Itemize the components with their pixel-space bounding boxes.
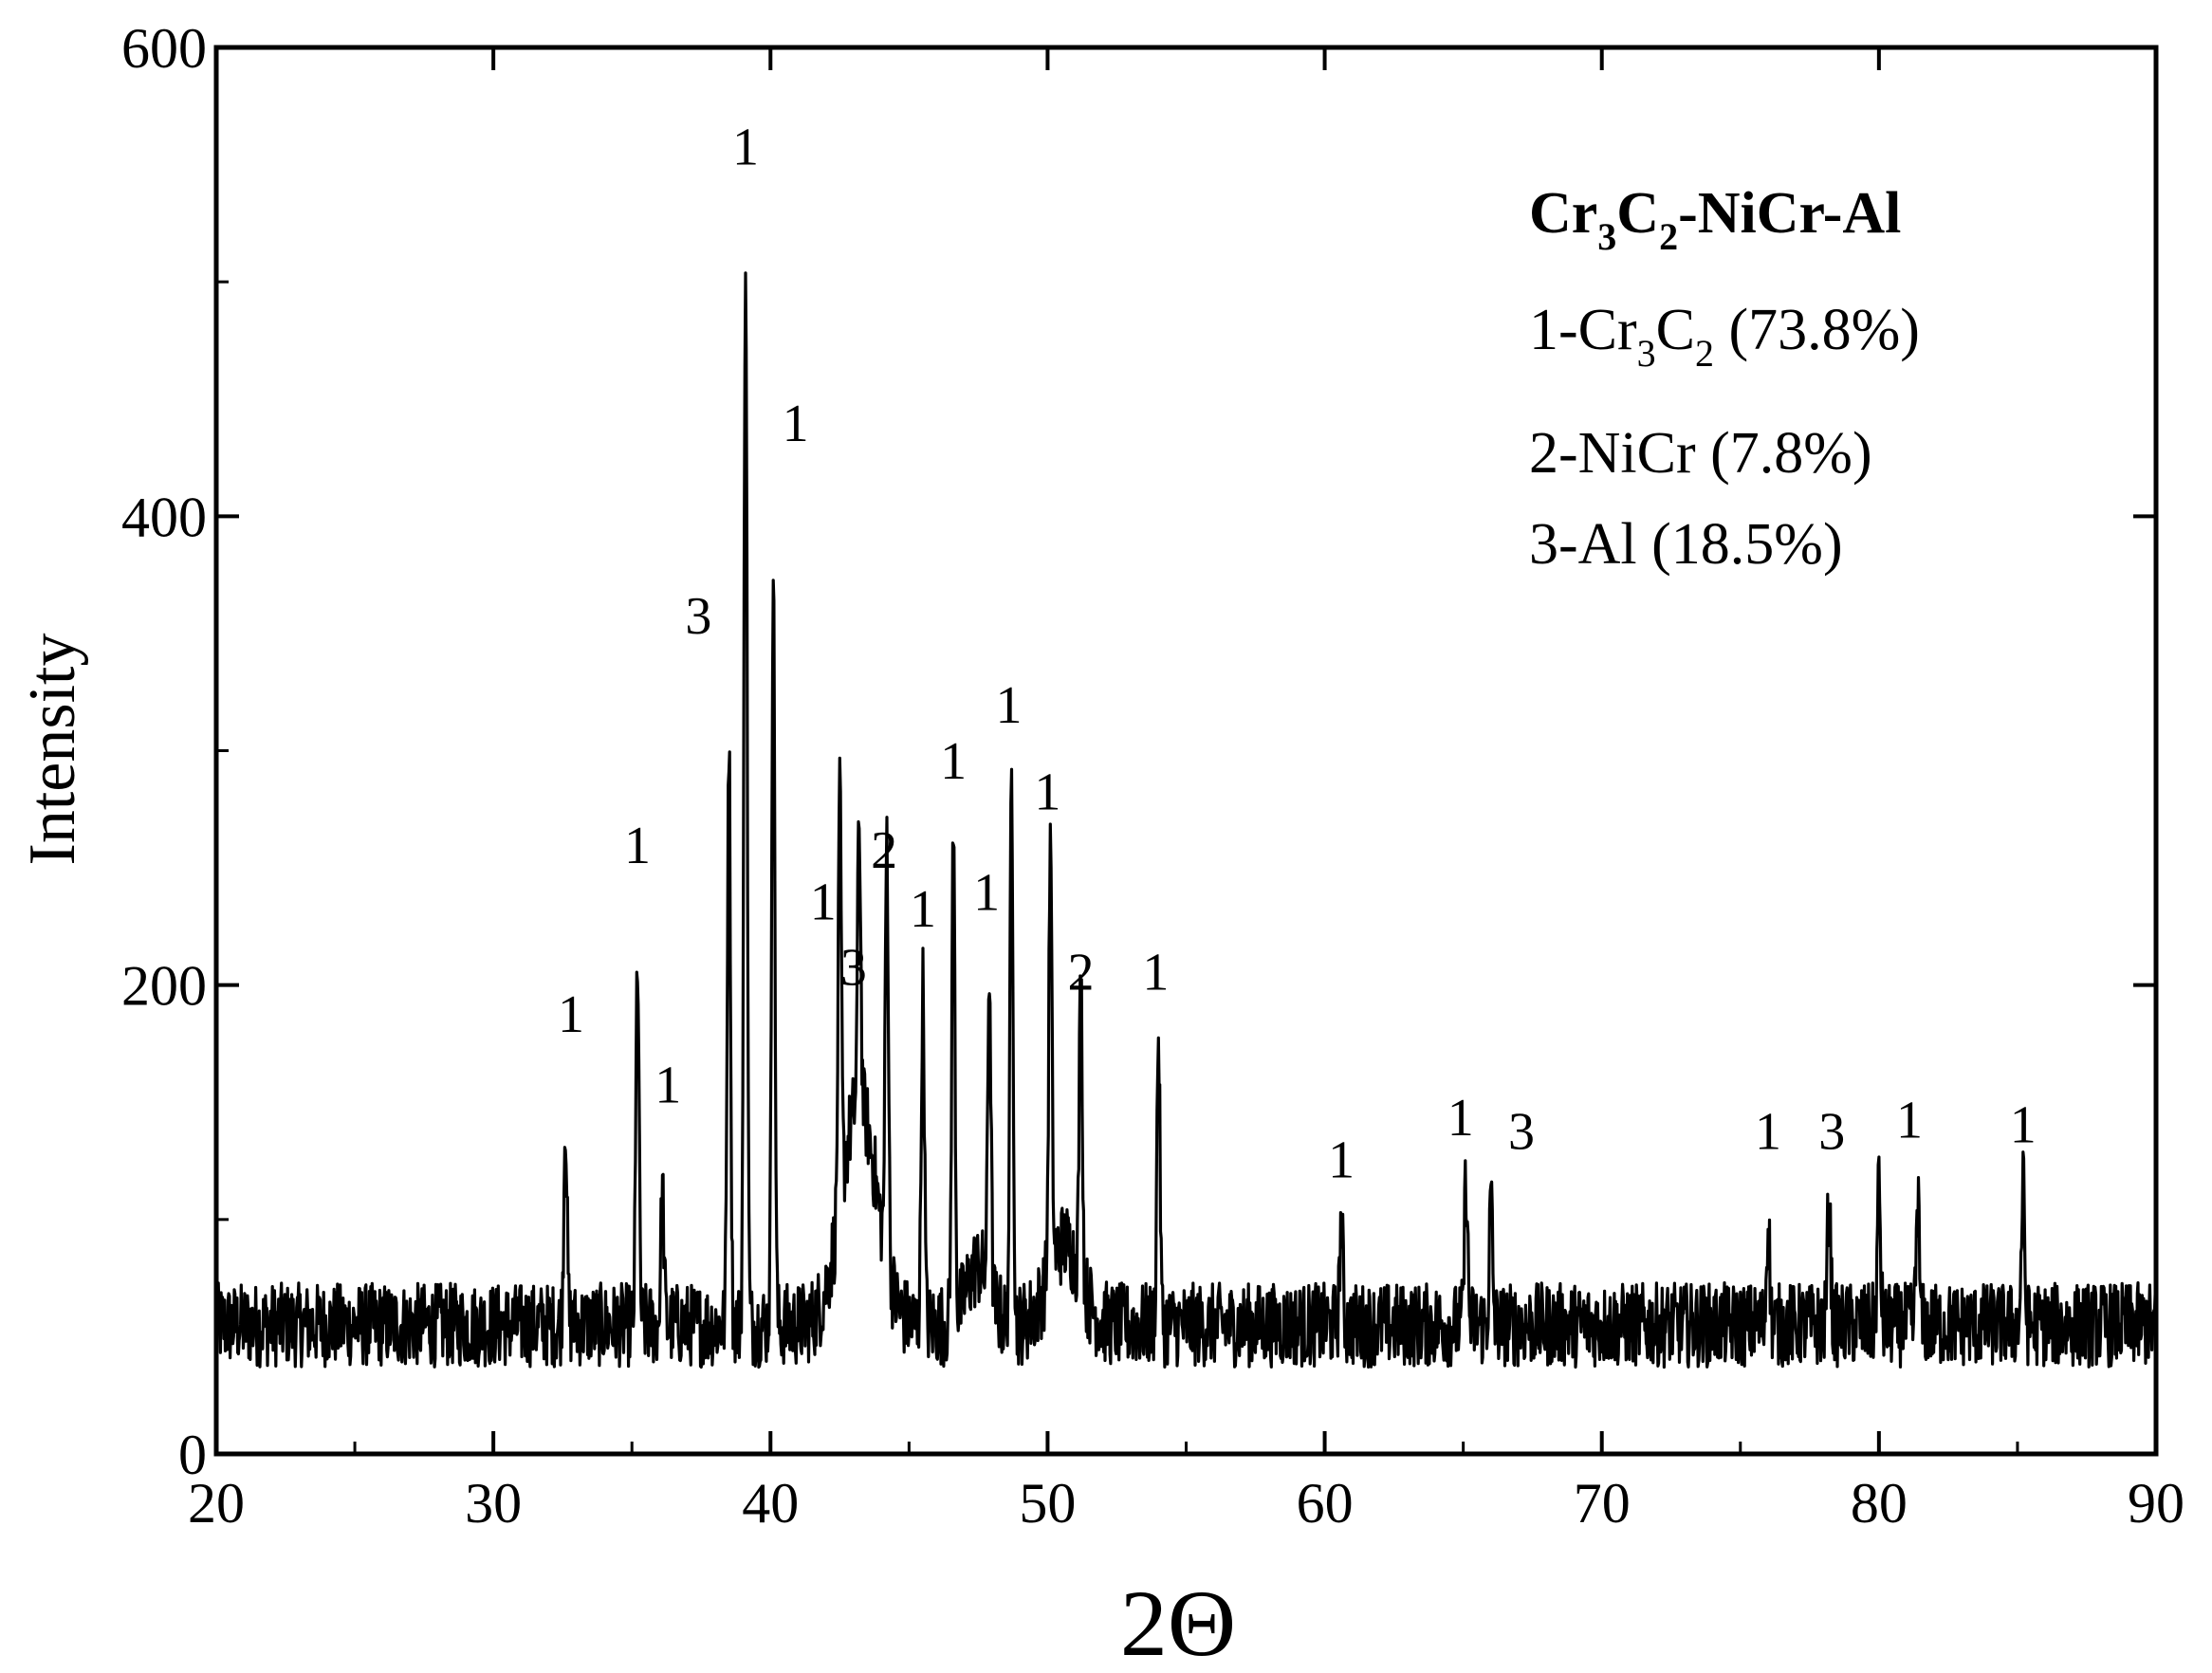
peak-label: 1: [558, 985, 584, 1044]
peak-label: 3: [840, 939, 867, 998]
peak-label: 1: [1755, 1103, 1781, 1162]
peak-label: 1: [654, 1056, 681, 1114]
y-tick-label: 200: [121, 955, 207, 1018]
peak-label: 1: [1447, 1089, 1474, 1148]
legend-entry-2: 2-NiCr (7.8%): [1529, 421, 1872, 486]
peak-label: 1: [1142, 944, 1169, 1002]
xrd-series-line: [214, 271, 2158, 1370]
x-tick-label: 90: [2128, 1472, 2184, 1535]
plot-border: [213, 45, 2159, 1457]
curve-layer: [214, 271, 2158, 1370]
x-tick-label: 80: [1851, 1472, 1908, 1535]
peak-label: 1: [624, 817, 651, 875]
peak-label: 2: [1067, 944, 1094, 1002]
peak-label: 1: [910, 880, 936, 939]
peak-label: 3: [685, 587, 711, 646]
plot-frame: [213, 45, 2159, 1457]
legend-entry-1: 1-Cr3C2 (73.8%): [1529, 298, 1920, 375]
y-tick-label: 0: [178, 1424, 207, 1486]
x-tick-label: 50: [1019, 1472, 1076, 1535]
peak-label: 1: [1328, 1131, 1355, 1189]
x-tick-label: 40: [742, 1472, 799, 1535]
peak-label: 1: [996, 676, 1023, 735]
legend-entry-3: 3-Al (18.5%): [1529, 512, 1843, 577]
peak-label: 1: [973, 864, 1000, 923]
legend-title: Cr3C2-NiCr-Al: [1529, 181, 1901, 258]
peak-label: 2: [871, 821, 897, 880]
axis-ticks: 20 30 40 50 60 70 80 90 0 200 400 600: [121, 17, 2184, 1535]
peak-label: 3: [1508, 1103, 1535, 1162]
x-tick-label: 30: [465, 1472, 522, 1535]
y-axis-title: Intensity: [16, 634, 89, 866]
peak-label: 1: [940, 732, 967, 791]
x-axis-title: 2Θ: [1120, 1571, 1236, 1673]
x-tick-label: 60: [1297, 1472, 1354, 1535]
peak-label: 1: [1896, 1091, 1923, 1149]
peak-label: 1: [732, 119, 759, 177]
peak-label: 3: [1818, 1103, 1845, 1162]
x-tick-label: 70: [1574, 1472, 1631, 1535]
y-tick-label: 400: [121, 486, 207, 548]
peak-label: 1: [1034, 763, 1060, 821]
peak-label: 1: [783, 395, 809, 453]
peak-label: 1: [2010, 1095, 2037, 1154]
x-tick-label: 20: [188, 1472, 245, 1535]
legend: Cr3C2-NiCr-Al 1-Cr3C2 (73.8%) 2-NiCr (7.…: [1529, 181, 1920, 577]
peak-label: 1: [810, 873, 837, 931]
y-tick-label: 600: [121, 17, 207, 80]
